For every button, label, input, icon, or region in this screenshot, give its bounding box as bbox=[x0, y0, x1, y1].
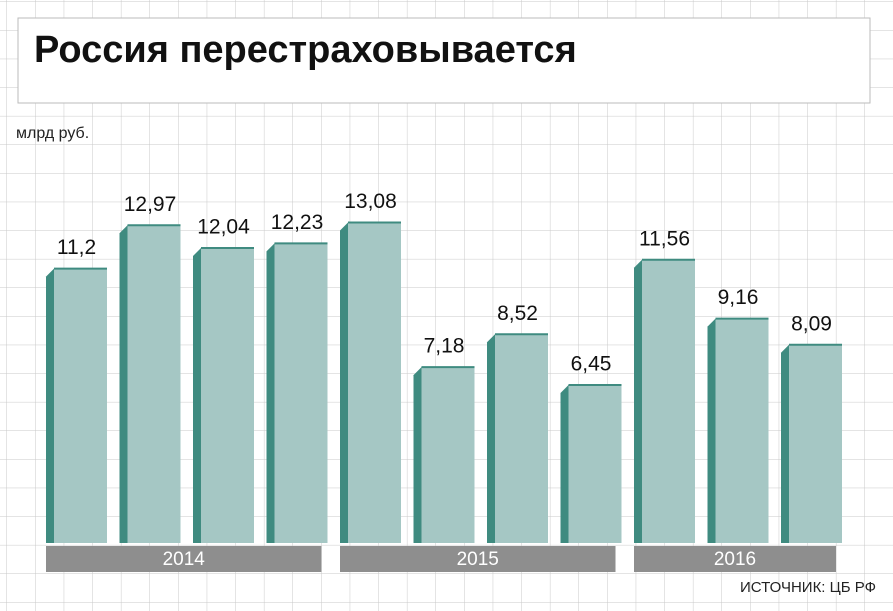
source: ИСТОЧНИК: ЦБ РФ bbox=[740, 579, 876, 596]
bar bbox=[568, 384, 622, 543]
bar-side bbox=[46, 268, 54, 543]
bar-side bbox=[119, 225, 128, 544]
group-label: 2015 bbox=[457, 549, 499, 570]
bar-side bbox=[266, 243, 275, 544]
value-label: 6,45 bbox=[571, 353, 612, 376]
value-label: 12,97 bbox=[124, 193, 177, 216]
bar bbox=[201, 248, 254, 543]
value-label: 9,16 bbox=[718, 286, 759, 309]
bar bbox=[495, 334, 548, 543]
group-band bbox=[634, 546, 836, 572]
group-band bbox=[46, 546, 322, 572]
bar bbox=[421, 367, 475, 543]
value-label: 11,2 bbox=[57, 236, 96, 259]
bar bbox=[715, 318, 769, 543]
value-label: 8,52 bbox=[497, 302, 538, 325]
bar bbox=[642, 259, 695, 543]
bar-side bbox=[781, 344, 789, 543]
bar-side bbox=[413, 367, 422, 543]
group-band bbox=[340, 546, 616, 572]
bar-side bbox=[634, 259, 642, 543]
bar-side bbox=[193, 248, 201, 543]
bar bbox=[274, 243, 328, 544]
group-label: 2016 bbox=[714, 549, 756, 570]
value-label: 12,04 bbox=[197, 216, 250, 239]
value-label: 8,09 bbox=[791, 312, 832, 335]
bar-side bbox=[560, 384, 569, 543]
bar bbox=[54, 268, 107, 543]
bar bbox=[127, 225, 181, 544]
bar bbox=[789, 344, 842, 543]
value-label: 12,23 bbox=[271, 211, 324, 234]
bar-side bbox=[487, 334, 495, 543]
bar-side bbox=[707, 318, 716, 543]
chart-title: Россия перестраховывается bbox=[34, 29, 577, 71]
y-axis-label: млрд руб. bbox=[16, 125, 89, 142]
bar-side bbox=[340, 222, 348, 544]
value-label: 13,08 bbox=[344, 190, 397, 213]
bar bbox=[348, 222, 401, 544]
value-label: 7,18 bbox=[424, 335, 465, 358]
group-label: 2014 bbox=[163, 549, 206, 570]
title-box bbox=[17, 17, 871, 104]
value-label: 11,56 bbox=[639, 227, 690, 250]
